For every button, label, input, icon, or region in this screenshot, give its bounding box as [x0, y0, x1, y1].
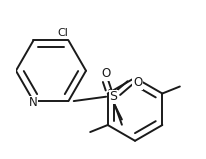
Text: O: O: [101, 67, 110, 80]
Text: N: N: [29, 96, 38, 109]
Text: S: S: [109, 90, 117, 103]
Text: O: O: [132, 76, 142, 89]
Text: Cl: Cl: [57, 28, 68, 38]
